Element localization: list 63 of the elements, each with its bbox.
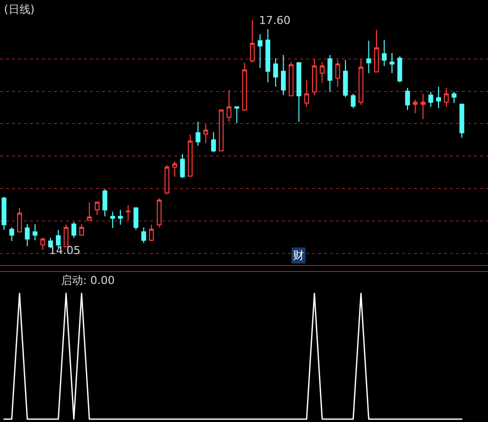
candlestick xyxy=(164,164,170,195)
candlestick xyxy=(9,226,14,242)
candlestick xyxy=(94,202,100,216)
candlestick xyxy=(86,202,92,221)
candlestick xyxy=(203,124,208,144)
candlestick xyxy=(32,224,38,241)
candlestick xyxy=(405,88,410,111)
candlestick xyxy=(172,160,178,178)
candlestick xyxy=(312,58,317,96)
candlestick xyxy=(265,28,270,83)
candlestick xyxy=(134,206,138,230)
candlestick xyxy=(102,188,108,217)
candlestick xyxy=(288,62,294,96)
candlestick xyxy=(156,198,162,228)
candlestick xyxy=(328,54,332,92)
candlestick xyxy=(459,104,464,138)
candlestick xyxy=(412,99,418,114)
candlestick xyxy=(397,56,402,83)
candlestick xyxy=(390,52,394,74)
candlestick xyxy=(71,222,76,238)
candlestick xyxy=(188,134,193,178)
candlestick xyxy=(273,58,278,88)
candlestick xyxy=(258,34,262,68)
candlestick xyxy=(24,224,30,247)
candlestick xyxy=(304,80,310,108)
candlestick xyxy=(226,89,232,122)
candlestick xyxy=(335,60,340,88)
candlestick xyxy=(366,40,372,74)
candlestick xyxy=(242,62,247,112)
candlestick xyxy=(218,110,224,152)
candlestick xyxy=(444,88,449,108)
candlestick xyxy=(436,86,441,109)
candlestick xyxy=(343,60,348,98)
annotation: 财 xyxy=(293,249,304,262)
annotation: 14.05 xyxy=(49,244,80,257)
candlestick xyxy=(110,211,116,228)
candlestick xyxy=(358,58,364,106)
candlestick xyxy=(234,106,240,124)
candlestick xyxy=(126,204,131,221)
candlestick xyxy=(79,224,84,236)
candlestick xyxy=(141,226,146,244)
candlestick xyxy=(280,54,286,96)
candlestick xyxy=(382,40,387,66)
candlestick xyxy=(40,237,46,251)
candlestick xyxy=(420,93,426,120)
candlestick xyxy=(17,207,22,232)
annotation: 17.60 xyxy=(259,14,290,27)
chart-title: (日线) xyxy=(4,3,35,16)
chart-title: 启动: 0.00 xyxy=(61,274,115,287)
candlestick xyxy=(211,132,216,153)
candlestick xyxy=(374,29,379,72)
candlestick xyxy=(118,209,123,226)
candlestick xyxy=(320,62,325,84)
candlestick xyxy=(196,121,200,146)
candlestick xyxy=(452,91,456,104)
candlestick xyxy=(428,91,434,108)
candlestick xyxy=(2,196,6,230)
candlestick xyxy=(180,154,185,179)
candlestick xyxy=(149,224,154,242)
candlestick xyxy=(250,20,255,64)
candlestick xyxy=(350,93,356,109)
candlestick xyxy=(64,224,68,248)
candlestick xyxy=(296,62,302,122)
